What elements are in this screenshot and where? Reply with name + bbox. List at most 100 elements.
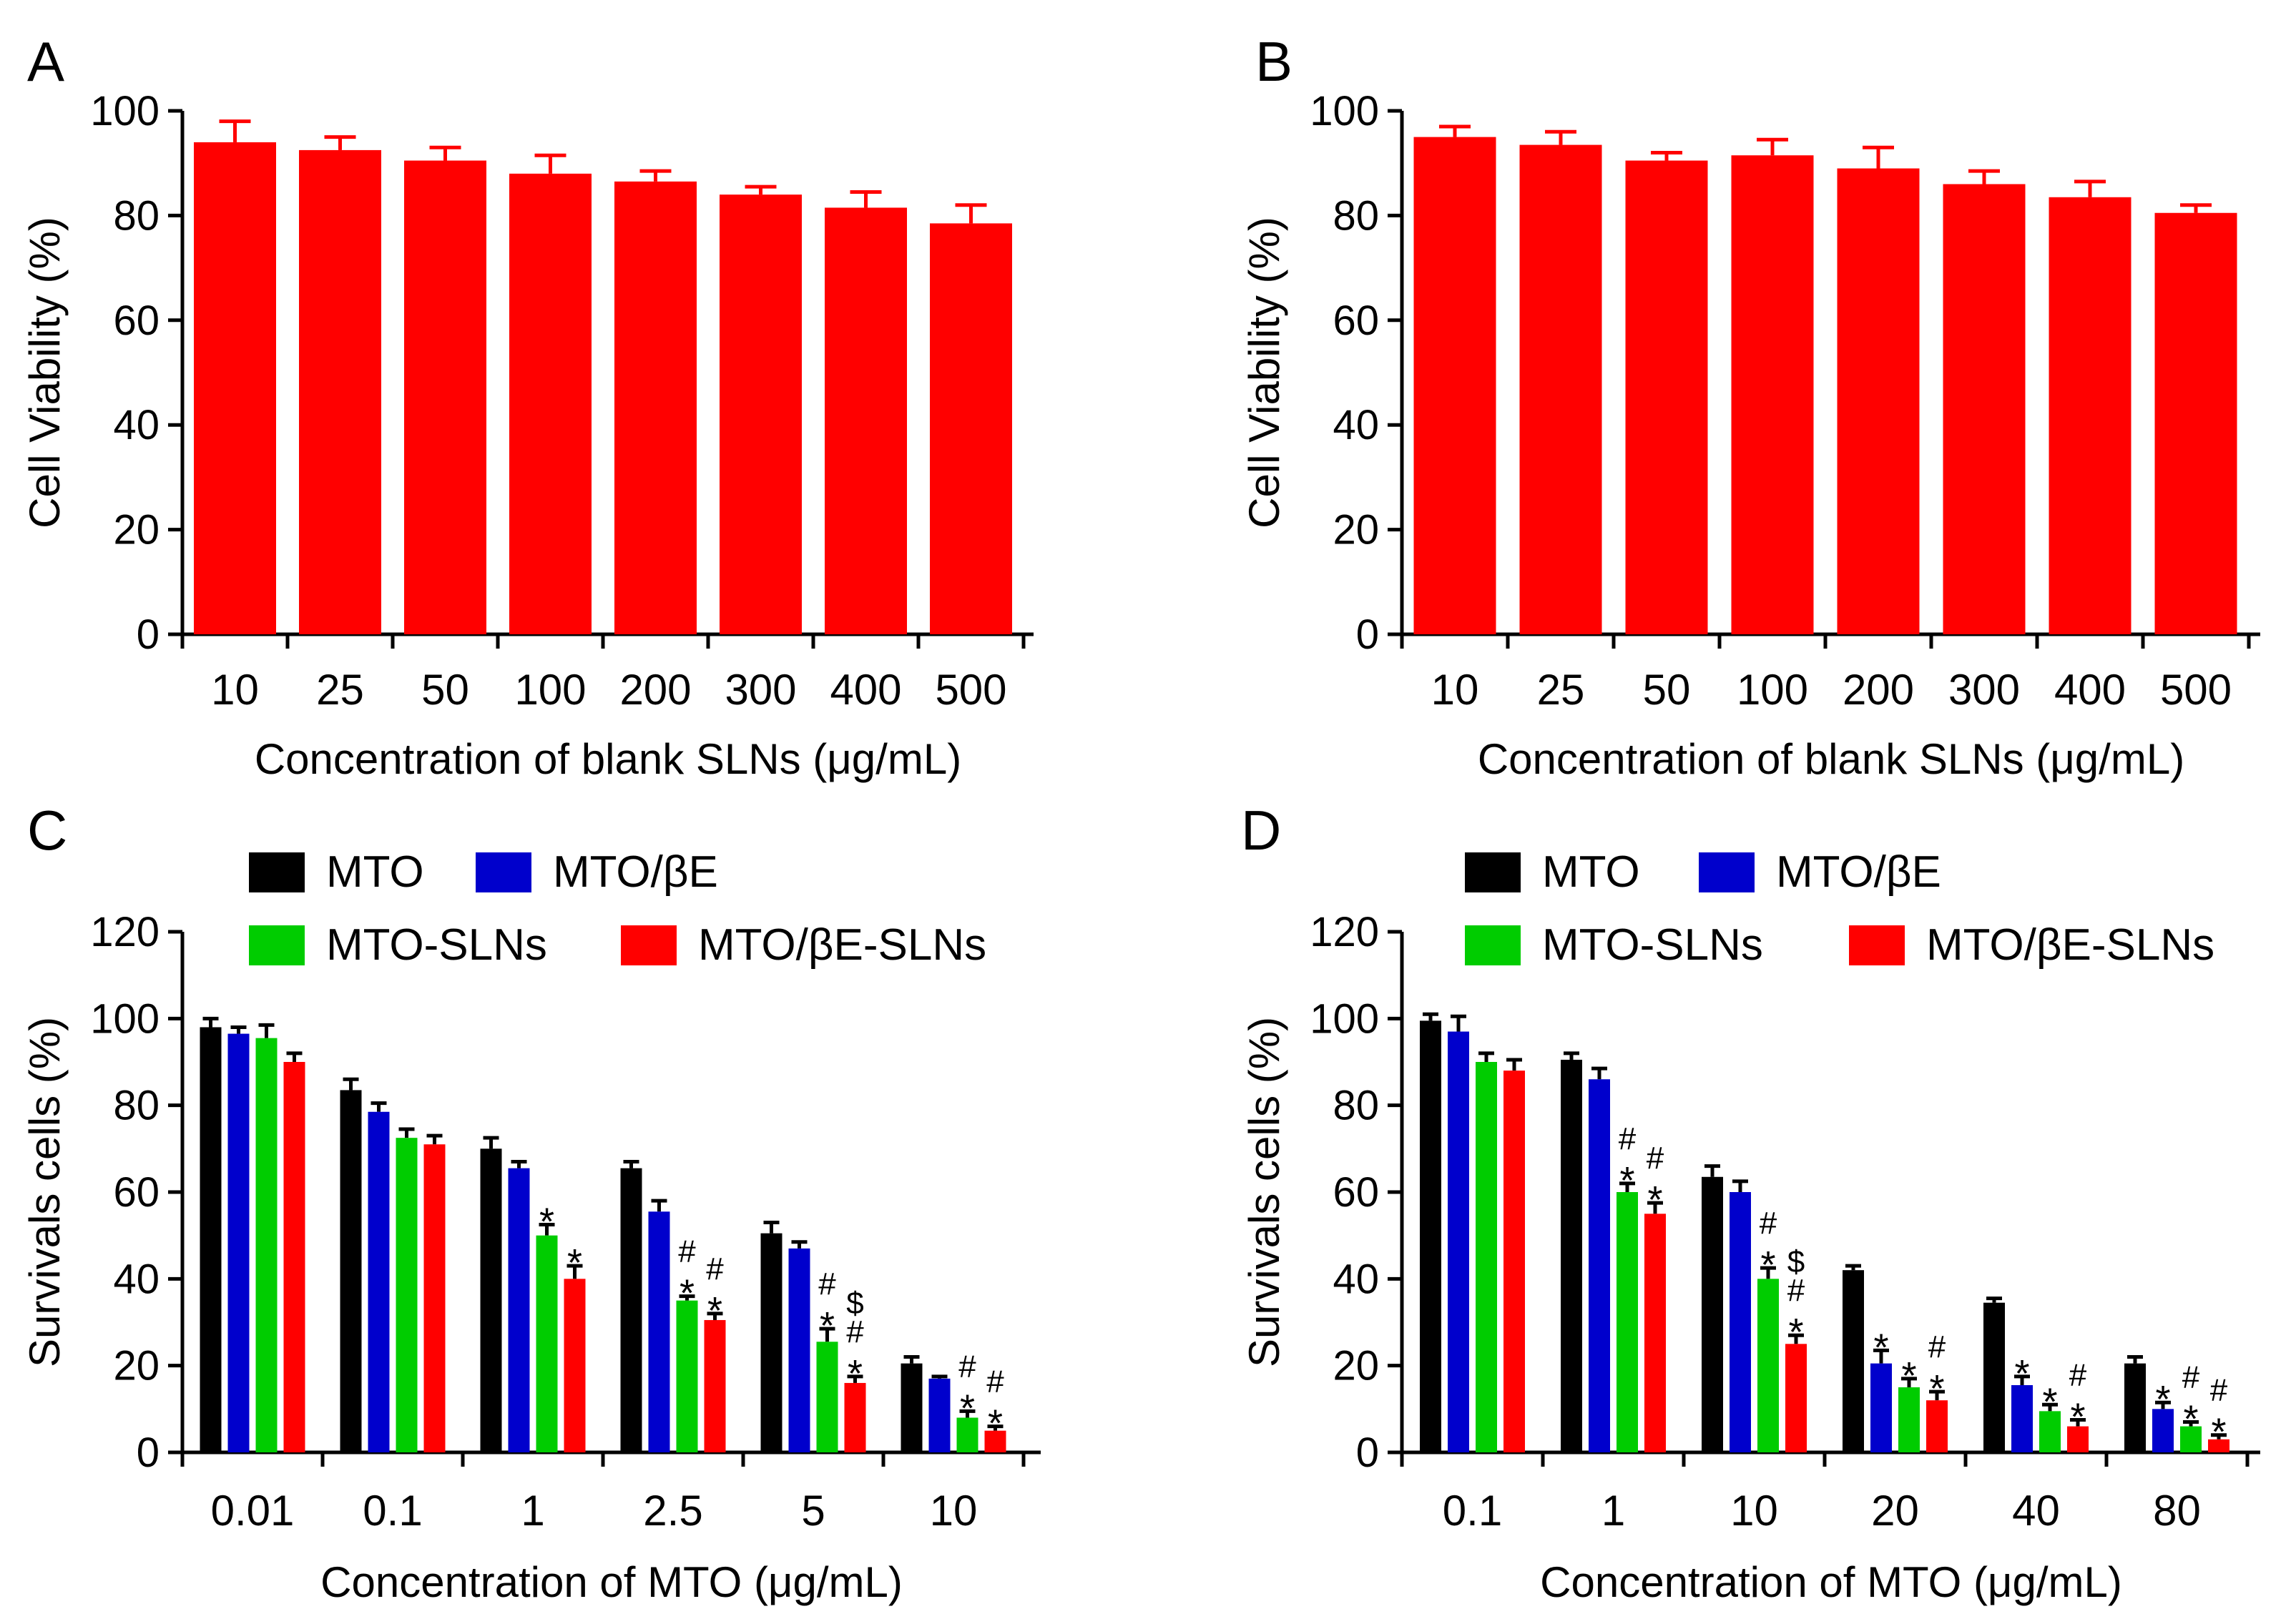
x-tick-label: 50 bbox=[421, 666, 469, 714]
bar-MTO-SLNs bbox=[2039, 1411, 2061, 1452]
y-axis-title: Survivals cells (%) bbox=[21, 1017, 69, 1367]
significance-mark: * bbox=[2014, 1352, 2029, 1395]
panel-b: B 0 20 40 60 80 100 10 25 50 100 200 300 400 500 Concen… bbox=[1240, 30, 2260, 783]
x-tick-label: 300 bbox=[1948, 666, 2020, 714]
bar bbox=[614, 181, 697, 634]
bar bbox=[825, 207, 907, 634]
bar-MTO bbox=[200, 1027, 222, 1452]
bar-MTO/βE-SLNs bbox=[283, 1062, 305, 1452]
bar-MTO/βE-SLNs bbox=[1785, 1344, 1807, 1452]
bar bbox=[1731, 155, 1814, 635]
legend-label: MTO/βE bbox=[1776, 847, 1941, 897]
bar-MTO-SLNs bbox=[1898, 1387, 1920, 1452]
y-tick-label: 20 bbox=[1333, 507, 1379, 553]
bar-MTO/βE bbox=[1730, 1192, 1751, 1452]
bar bbox=[1413, 137, 1496, 635]
y-tick-label: 40 bbox=[1333, 402, 1379, 448]
bar-MTO/βE bbox=[1870, 1363, 1892, 1452]
significance-mark: * bbox=[2042, 1380, 2057, 1423]
y-tick-label: 0 bbox=[1356, 611, 1379, 658]
x-tick-label: 0.1 bbox=[1443, 1487, 1502, 1535]
x-tick-label: 10 bbox=[1730, 1487, 1778, 1535]
bar-MTO-SLNs bbox=[2180, 1426, 2202, 1452]
significance-mark: * bbox=[1873, 1326, 1888, 1369]
bar bbox=[720, 195, 802, 634]
x-tick-label: 10 bbox=[211, 666, 259, 714]
bar-MTO-SLNs bbox=[396, 1138, 418, 1452]
x-tick-label: 40 bbox=[2012, 1487, 2060, 1535]
significance-mark: * bbox=[1788, 1311, 1803, 1354]
x-tick-label: 100 bbox=[514, 666, 586, 714]
bar-MTO bbox=[1420, 1020, 1441, 1452]
significance-mark: # bbox=[1787, 1273, 1805, 1308]
significance-mark: * bbox=[539, 1201, 554, 1244]
bar-MTO/βE-SLNs bbox=[1503, 1071, 1525, 1452]
bar-MTO-SLNs bbox=[1476, 1062, 1497, 1452]
bar bbox=[509, 173, 592, 635]
significance-mark: * bbox=[2211, 1411, 2226, 1454]
y-tick-label: 60 bbox=[113, 1169, 160, 1216]
y-axis-title: Survivals cells (%) bbox=[1240, 1017, 1288, 1367]
bar-MTO-SLNs bbox=[956, 1417, 978, 1452]
legend-swatch bbox=[1465, 925, 1521, 965]
bar-MTO-SLNs bbox=[816, 1342, 838, 1452]
bar-MTO-SLNs bbox=[255, 1038, 278, 1452]
bar-MTO/βE-SLNs bbox=[844, 1382, 866, 1452]
significance-mark: * bbox=[988, 1402, 1003, 1445]
bar-MTO/βE bbox=[1589, 1079, 1610, 1452]
bar-MTO-SLNs bbox=[1617, 1192, 1638, 1452]
x-tick-label: 400 bbox=[830, 666, 901, 714]
bar bbox=[1943, 184, 2026, 635]
significance-mark: * bbox=[848, 1352, 863, 1395]
y-tick-label: 0 bbox=[137, 611, 160, 658]
bar bbox=[194, 142, 276, 635]
bar-MTO bbox=[1843, 1270, 1864, 1452]
x-tick-label: 50 bbox=[1643, 666, 1691, 714]
legend-label: MTO-SLNs bbox=[1542, 920, 1763, 970]
bar-MTO/βE-SLNs bbox=[564, 1279, 586, 1452]
y-axis-title: Cell Viability (%) bbox=[1240, 217, 1288, 528]
panel-letter: C bbox=[27, 799, 67, 862]
y-tick-label: 80 bbox=[1333, 1083, 1379, 1129]
y-tick-label: 0 bbox=[137, 1429, 160, 1476]
bar-MTO bbox=[340, 1090, 362, 1452]
bar-MTO bbox=[1983, 1302, 2005, 1452]
legend-label: MTO-SLNs bbox=[326, 920, 547, 970]
significance-mark: * bbox=[707, 1289, 722, 1332]
x-tick-label: 500 bbox=[935, 666, 1006, 714]
y-tick-label: 60 bbox=[1333, 297, 1379, 344]
x-tick-label: 10 bbox=[1431, 666, 1479, 714]
significance-mark: * bbox=[2155, 1378, 2170, 1421]
bar-MTO-SLNs bbox=[536, 1235, 558, 1452]
bar bbox=[930, 223, 1012, 634]
legend-label: MTO bbox=[1542, 847, 1640, 897]
y-tick-label: 40 bbox=[113, 402, 160, 448]
significance-mark: # bbox=[2210, 1373, 2228, 1408]
significance-mark: # bbox=[1619, 1121, 1637, 1156]
bar-MTO bbox=[620, 1168, 642, 1452]
bar bbox=[2049, 197, 2132, 634]
legend-label: MTO bbox=[326, 847, 424, 897]
bar-MTO bbox=[2124, 1363, 2146, 1452]
significance-mark: * bbox=[960, 1387, 975, 1429]
panel-c: C 0 20 40 60 80 100 120 0.01 0.1 1 2.5 5 10 Concentrat… bbox=[21, 799, 1041, 1606]
x-tick-label: 10 bbox=[930, 1487, 978, 1535]
x-tick-label: 200 bbox=[1843, 666, 1914, 714]
x-tick-label: 400 bbox=[2054, 666, 2126, 714]
bar-MTO bbox=[1561, 1059, 1582, 1452]
x-axis-title: Concentration of blank SLNs (μg/mL) bbox=[1478, 735, 2184, 783]
bar-MTO/βE-SLNs bbox=[2067, 1426, 2089, 1452]
y-tick-label: 20 bbox=[1333, 1343, 1379, 1389]
legend-swatch bbox=[621, 925, 677, 965]
significance-mark: # bbox=[958, 1349, 976, 1384]
x-tick-label: 0.01 bbox=[211, 1487, 295, 1535]
bar-MTO/βE bbox=[1448, 1031, 1469, 1452]
panel-letter: D bbox=[1241, 799, 1281, 862]
significance-mark: * bbox=[680, 1272, 695, 1315]
bar-MTO/βE-SLNs bbox=[704, 1319, 726, 1452]
x-axis-title: Concentration of MTO (μg/mL) bbox=[320, 1558, 903, 1606]
y-tick-label: 80 bbox=[1333, 192, 1379, 239]
significance-mark: # bbox=[818, 1266, 836, 1301]
bar-MTO/βE-SLNs bbox=[1644, 1214, 1666, 1452]
legend-swatch bbox=[1465, 852, 1521, 892]
